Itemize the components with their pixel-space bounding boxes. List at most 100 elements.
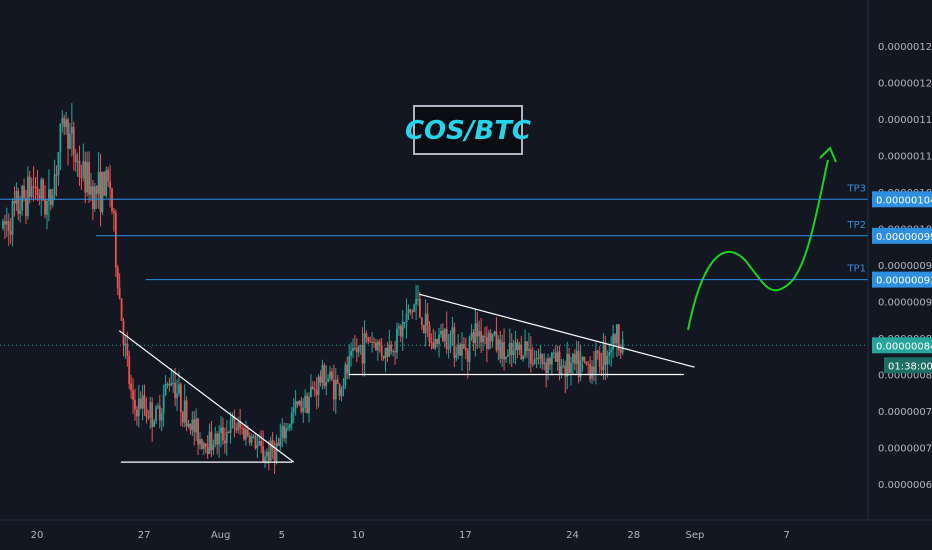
candle-body (40, 179, 43, 199)
chart-title-frame (413, 105, 523, 155)
candle-body (183, 400, 186, 423)
candle-body (49, 189, 52, 205)
candle-body (208, 431, 211, 455)
candle-body (252, 436, 255, 438)
candle-body (279, 438, 282, 446)
candle-body (468, 337, 471, 362)
candle-body (11, 200, 14, 235)
candle-body (409, 309, 412, 312)
candle-body (269, 440, 272, 461)
candle-body (86, 162, 89, 193)
candle-body (70, 127, 73, 134)
time-tick-label: 7 (784, 530, 790, 541)
candle-body (537, 357, 540, 359)
candle-body (434, 338, 437, 349)
candle-body (594, 350, 597, 374)
candle-body (26, 176, 29, 217)
candle-body (543, 362, 546, 365)
chart-title: COS/BTC (405, 116, 531, 146)
candle-body (187, 423, 190, 427)
candle-body (344, 364, 347, 385)
candle-body (256, 444, 259, 449)
candle-body (606, 356, 609, 365)
candle-body (342, 384, 345, 390)
time-axis[interactable]: 20 27 Aug 5 10 17 24 28 Sep 7 (31, 530, 790, 541)
candle-body (231, 415, 234, 420)
candle-body (596, 350, 599, 353)
candle-body (300, 400, 303, 412)
candle-body (223, 440, 226, 444)
candle-body (489, 332, 492, 342)
candle-body (562, 365, 565, 367)
candle-body (7, 221, 10, 232)
candle-body (185, 400, 188, 427)
candle-body (44, 200, 46, 215)
candle-body (135, 409, 138, 417)
candle-body (441, 330, 444, 342)
candle-body (397, 326, 400, 329)
candle-body (394, 350, 396, 353)
candle-body (30, 186, 33, 197)
candle-body (273, 449, 276, 462)
candle-body (214, 433, 217, 445)
candle-body (114, 212, 117, 268)
candle-body (438, 334, 440, 345)
candle-body (288, 424, 291, 428)
candle-body (577, 350, 580, 378)
candle-body (296, 401, 299, 405)
candle-body (367, 337, 370, 342)
candle-body (390, 344, 393, 352)
candle-body (600, 366, 603, 370)
candle-body (348, 355, 351, 374)
candle-body (371, 341, 374, 343)
target-lines-layer: TP3 TP2 TP1 (0, 183, 868, 281)
candle-body (524, 341, 527, 356)
trend-line[interactable] (118, 330, 295, 463)
candle-body (229, 419, 232, 433)
candle-body (579, 360, 582, 378)
candle-body (63, 117, 66, 128)
candle-body (533, 359, 536, 364)
candle-body (329, 371, 331, 379)
target-price-badge (872, 271, 932, 288)
candle-body (451, 327, 454, 334)
candle-body (573, 353, 576, 364)
candle-body (528, 349, 530, 351)
candle-body (254, 436, 257, 449)
price-badges: 0.00000104 0.00000099 0.00000093 0.00000084… (872, 191, 932, 374)
candle-body (413, 304, 416, 312)
candle-body (331, 371, 333, 380)
candle-body (602, 344, 605, 370)
candle-body (53, 174, 56, 196)
candle-body (308, 397, 310, 414)
price-tick-label: 0.00000125 (878, 42, 932, 53)
candle-body (568, 353, 570, 374)
candle-body (57, 152, 60, 176)
candle-body (338, 383, 341, 396)
candle-body (281, 426, 284, 439)
candle-body (15, 190, 18, 204)
candle-body (65, 119, 68, 128)
candle-body (120, 298, 123, 321)
candle-body (422, 324, 425, 334)
candle-body (593, 366, 595, 374)
candle-body (531, 363, 534, 365)
annotations-layer (0, 146, 868, 463)
candle-body (275, 443, 278, 462)
candle-body (575, 350, 578, 364)
candle-body (241, 427, 243, 429)
candle-body (617, 324, 620, 351)
candle-body (547, 358, 549, 374)
candle-body (346, 364, 349, 374)
trend-line[interactable] (419, 293, 695, 368)
candle-body (143, 395, 146, 409)
candle-body (258, 441, 261, 445)
candle-body (28, 176, 31, 197)
candle-body (401, 322, 404, 337)
price-tick-label: 0.00000075 (878, 407, 932, 418)
candle-body (507, 354, 509, 357)
candle-body (587, 363, 590, 365)
